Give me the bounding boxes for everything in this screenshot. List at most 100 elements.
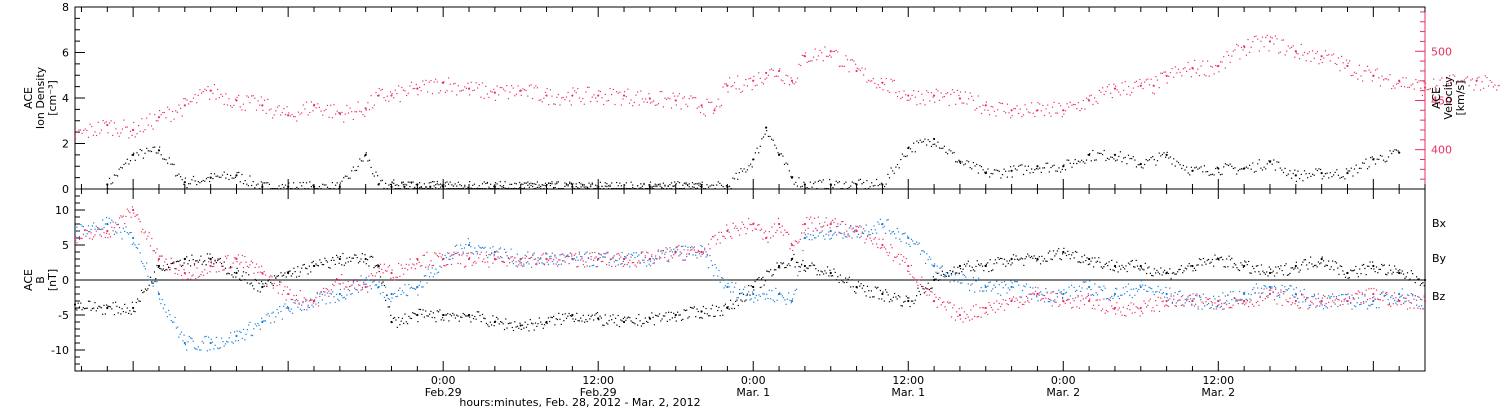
bx-point [1398, 271, 1401, 275]
ion-density-point [429, 185, 432, 188]
velocity-point [493, 91, 496, 94]
velocity-point [622, 94, 626, 97]
bz-point [1268, 292, 1272, 296]
bx-point [73, 303, 77, 306]
bx-point [1372, 264, 1375, 268]
bx-point [1139, 264, 1142, 268]
bx-point [1088, 257, 1091, 261]
bx-point [803, 264, 807, 268]
ion-density-point [183, 181, 186, 184]
bz-point [674, 250, 677, 254]
top-ylabel-line3: [cm⁻³] [46, 80, 59, 116]
velocity-point [235, 99, 238, 102]
bz-point [726, 229, 729, 233]
bottom-left-tick-label: 10 [55, 204, 69, 217]
velocity-point [467, 87, 471, 90]
velocity-point [1475, 79, 1478, 82]
bz-point [1372, 292, 1375, 296]
velocity-point [73, 133, 77, 136]
velocity-point [958, 97, 962, 100]
ion-density-point [157, 149, 161, 152]
bz-point [1294, 299, 1297, 303]
bx-point [1062, 250, 1065, 254]
bz-point [829, 222, 832, 226]
x-tick-label-date: Feb.29 [425, 386, 462, 399]
bz-point [1088, 299, 1091, 303]
velocity-point [1139, 84, 1142, 87]
bz-scatter-cloud [75, 206, 1425, 323]
velocity-point [932, 94, 936, 97]
bx-point [777, 264, 781, 268]
velocity-point [790, 79, 794, 82]
by-point [829, 229, 832, 233]
top-right-tick-label: 450 [1431, 94, 1452, 107]
by-point [1165, 292, 1168, 296]
x-axis-title: hours:minutes, Feb. 28, 2012 - Mar. 2, 2… [459, 396, 700, 409]
bx-point [1243, 264, 1246, 268]
velocity-point [597, 94, 600, 97]
bottom-left-tick-label: 5 [62, 239, 69, 252]
ion-density-point [1036, 165, 1039, 168]
velocity-point [132, 128, 135, 132]
by-point [958, 278, 962, 282]
top-panel-axes: 0 2 4 6 8 400 450 500 [62, 1, 1452, 196]
bz-point [1217, 299, 1220, 303]
bz-point [855, 229, 858, 233]
bx-point [442, 313, 445, 317]
top-right-ylabel-line3: [km/s] [1454, 80, 1467, 115]
bottom-ylabel-line1: ACE [22, 269, 35, 291]
bx-point [881, 292, 884, 296]
by-point [790, 299, 794, 303]
ion-density-point [1398, 151, 1401, 154]
legend-by: By [1432, 252, 1447, 265]
bz-point [1191, 299, 1194, 303]
by-point [1139, 285, 1142, 289]
bottom-left-tick-label: -5 [58, 309, 69, 322]
by-point [338, 292, 341, 296]
top-left-ylabel: ACE Ion Density [cm⁻³] [22, 66, 59, 129]
ion-density-point [403, 185, 406, 188]
bz-point [1113, 306, 1117, 310]
velocity-point [700, 104, 703, 107]
ion-density-point [1217, 167, 1220, 170]
bz-point [907, 264, 910, 268]
bz-point [1139, 306, 1142, 310]
bx-point [1113, 264, 1117, 268]
bx-point [132, 306, 135, 310]
top-left-tick-label: 6 [62, 47, 69, 60]
bx-point [364, 257, 367, 261]
top-right-ylabel-line1: ACE [1430, 87, 1443, 109]
velocity-point [752, 79, 755, 82]
bx-point [700, 310, 703, 313]
x-tick-label-date: Mar. 2 [1201, 386, 1235, 399]
velocity-point [713, 109, 716, 112]
velocity-point [777, 69, 781, 73]
x-tick-label-date: Mar. 2 [1046, 386, 1080, 399]
velocity-point [648, 97, 651, 100]
by-point [390, 292, 393, 296]
bz-point [790, 243, 794, 247]
ion-density-scatter-cloud [107, 130, 1399, 190]
velocity-point [571, 94, 574, 97]
velocity-point [907, 94, 910, 97]
by-scatter-cloud [75, 216, 1425, 352]
x-tick-label-time: 0:00 [431, 374, 456, 387]
bx-point [235, 271, 238, 275]
bx-point [157, 264, 161, 268]
by-point [1062, 292, 1065, 296]
x-tick-label-time: 0:00 [741, 374, 766, 387]
top-left-tick-label: 4 [62, 92, 69, 105]
bz-point [1243, 299, 1246, 303]
by-point [235, 334, 238, 338]
bz-point [157, 257, 161, 261]
bz-point [597, 257, 600, 261]
velocity-point [674, 99, 677, 102]
top-right-ylabel-line2: Velocity [1442, 76, 1455, 120]
bz-point [700, 250, 703, 254]
bx-point [1010, 257, 1013, 261]
ion-density-point [932, 137, 936, 141]
bx-point [622, 320, 626, 324]
bz-point [106, 229, 109, 233]
